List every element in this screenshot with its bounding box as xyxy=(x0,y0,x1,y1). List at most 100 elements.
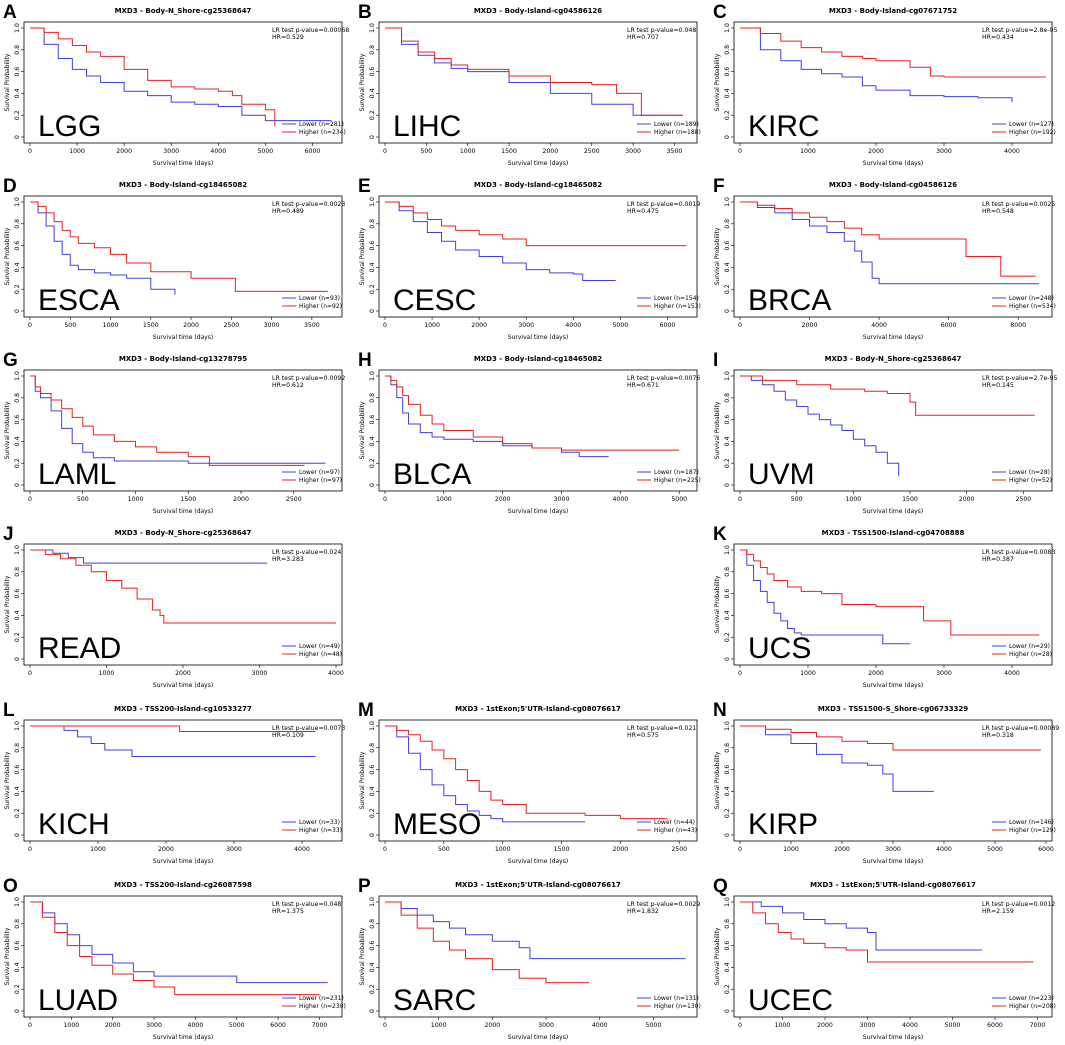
plot-frame xyxy=(378,369,698,492)
km-plot-svg: L MXD3 - TSS200-Island-cg10533277 0 0.2 0.4 0… xyxy=(3,700,345,865)
y-tick-label: 1.0 xyxy=(724,371,731,381)
y-tick-label: 0.4 xyxy=(369,786,376,796)
plot-frame xyxy=(23,719,343,842)
x-tick-label: 5000 xyxy=(671,496,687,503)
y-tick-label: 0.2 xyxy=(14,110,21,120)
x-tick-label: 1000 xyxy=(460,148,476,155)
y-tick-label: 0.6 xyxy=(724,415,731,425)
km-plot-svg: E MXD3 - Body-Island-cg18465082 0 0.2 0.4 0.6… xyxy=(358,176,701,341)
x-tick-label: 0 xyxy=(383,1022,387,1029)
x-axis-label: Survival time (days) xyxy=(863,858,923,865)
chart-title: MXD3 - TSS200-Island-cg10533277 xyxy=(114,705,252,713)
x-tick-label: 0 xyxy=(738,1022,742,1029)
y-tick-label: 0.6 xyxy=(14,589,21,599)
y-tick-label: 0.2 xyxy=(14,984,21,994)
x-tick-label: 0 xyxy=(383,148,387,155)
x-tick-label: 1000 xyxy=(431,1022,447,1029)
km-panel-g: G MXD3 - Body-Island-cg13278795 0 0.2 0.4 0.6… xyxy=(0,348,355,519)
panel-letter: L xyxy=(3,700,15,721)
y-tick-label: 0.2 xyxy=(369,458,376,468)
x-tick-label: 2500 xyxy=(1015,496,1031,503)
y-tick-label: 0 xyxy=(14,135,21,139)
x-tick-label: 1500 xyxy=(501,148,517,155)
y-tick-label: 1.0 xyxy=(14,897,21,907)
km-panel-j: J MXD3 - Body-N_Shore-cg25368647 0 0.2 0.4 0.… xyxy=(0,522,355,693)
y-tick-label: 0.2 xyxy=(14,808,21,818)
logrank-pvalue: LR test p-value=0.0023 xyxy=(272,201,345,208)
panel-letter: O xyxy=(3,876,18,897)
legend-lower-label: Lower (n=49) xyxy=(299,643,340,650)
x-tick-label: 0 xyxy=(383,322,387,329)
cancer-type-label: UCS xyxy=(748,632,811,665)
lower-survival-curve xyxy=(740,549,910,645)
x-tick-label: 0 xyxy=(738,496,742,503)
chart-title: MXD3 - TSS1500-Island-cg04708888 xyxy=(822,529,965,537)
x-tick-label: 3000 xyxy=(885,846,901,853)
x-tick-label: 6000 xyxy=(305,148,321,155)
x-axis-label: Survival time (days) xyxy=(153,682,213,689)
x-tick-label: 3000 xyxy=(554,496,570,503)
x-tick-label: 0 xyxy=(28,846,32,853)
higher-survival-curve xyxy=(740,201,1036,277)
plot-frame xyxy=(733,543,1053,666)
lower-survival-curve xyxy=(30,27,332,122)
x-tick-label: 6000 xyxy=(270,1022,286,1029)
x-axis-label: Survival time (days) xyxy=(863,160,923,167)
x-tick-label: 1000 xyxy=(103,322,119,329)
y-axis-label: Survival Probability xyxy=(359,227,366,285)
logrank-pvalue: LR test p-value=2.7e-05 xyxy=(982,375,1057,382)
higher-survival-curve xyxy=(740,27,1046,78)
cancer-type-label: ESCA xyxy=(38,284,120,317)
x-tick-label: 5000 xyxy=(646,1022,662,1029)
x-tick-label: 5000 xyxy=(258,148,274,155)
km-panel-a: A MXD3 - Body-N_Shore-cg25368647 0 0.2 0.4 0.… xyxy=(0,0,355,171)
legend-lower-label: Lower (n=248) xyxy=(1009,295,1054,302)
y-tick-label: 0 xyxy=(14,483,21,487)
x-tick-label: 2000 xyxy=(183,322,199,329)
hazard-ratio: HR=0.575 xyxy=(627,732,659,739)
x-tick-label: 4000 xyxy=(210,148,226,155)
x-tick-label: 4000 xyxy=(294,846,310,853)
y-tick-label: 0.8 xyxy=(724,45,731,55)
y-tick-label: 1.0 xyxy=(14,721,21,731)
higher-survival-curve xyxy=(740,549,1040,636)
y-tick-label: 0.2 xyxy=(724,110,731,120)
plot-frame xyxy=(378,895,698,1018)
x-axis-label: Survival time (days) xyxy=(863,682,923,689)
panel-letter: F xyxy=(713,176,725,197)
y-tick-label: 0.2 xyxy=(369,110,376,120)
x-tick-label: 3000 xyxy=(226,846,242,853)
y-tick-label: 0.4 xyxy=(14,610,21,620)
x-tick-label: 1000 xyxy=(800,670,816,677)
y-tick-label: 0.4 xyxy=(724,962,731,972)
x-tick-label: 3000 xyxy=(518,322,534,329)
km-panel-k: K MXD3 - TSS1500-Island-cg04708888 0 0.2 0.4… xyxy=(710,522,1065,693)
x-tick-label: 3500 xyxy=(304,322,320,329)
km-plot-svg: D MXD3 - Body-Island-cg18465082 0 0.2 0.4 0.6… xyxy=(3,176,345,341)
cancer-type-label: LGG xyxy=(38,110,101,143)
km-plot-svg: H MXD3 - Body-Island-cg18465082 0 0.2 0.4 0.6… xyxy=(358,350,701,515)
y-tick-label: 0.6 xyxy=(14,765,21,775)
cancer-type-label: CESC xyxy=(393,284,476,317)
higher-survival-curve xyxy=(30,375,305,466)
y-tick-label: 0.4 xyxy=(724,786,731,796)
plot-frame xyxy=(378,195,698,318)
plot-frame xyxy=(733,195,1053,318)
hazard-ratio: HR=0.671 xyxy=(627,382,659,389)
legend-higher-label: Higher (n=43) xyxy=(654,827,697,834)
logrank-pvalue: LR test p-value=0.00089 xyxy=(982,725,1059,732)
cancer-type-label: LIHC xyxy=(393,110,461,143)
y-tick-label: 1.0 xyxy=(724,23,731,33)
legend-higher-label: Higher (n=130) xyxy=(654,1003,701,1010)
higher-survival-curve xyxy=(385,27,683,116)
legend-lower-label: Lower (n=281) xyxy=(299,121,344,128)
cancer-type-label: KIRP xyxy=(748,808,818,841)
cancer-type-label: UCEC xyxy=(748,984,833,1017)
x-tick-label: 2000 xyxy=(175,670,191,677)
x-tick-label: 5000 xyxy=(613,322,629,329)
x-axis-label: Survival time (days) xyxy=(153,508,213,515)
legend-higher-label: Higher (n=208) xyxy=(1009,1003,1056,1010)
x-axis-label: Survival time (days) xyxy=(508,160,568,167)
legend-higher-label: Higher (n=48) xyxy=(299,651,342,658)
legend-higher-label: Higher (n=225) xyxy=(654,477,701,484)
